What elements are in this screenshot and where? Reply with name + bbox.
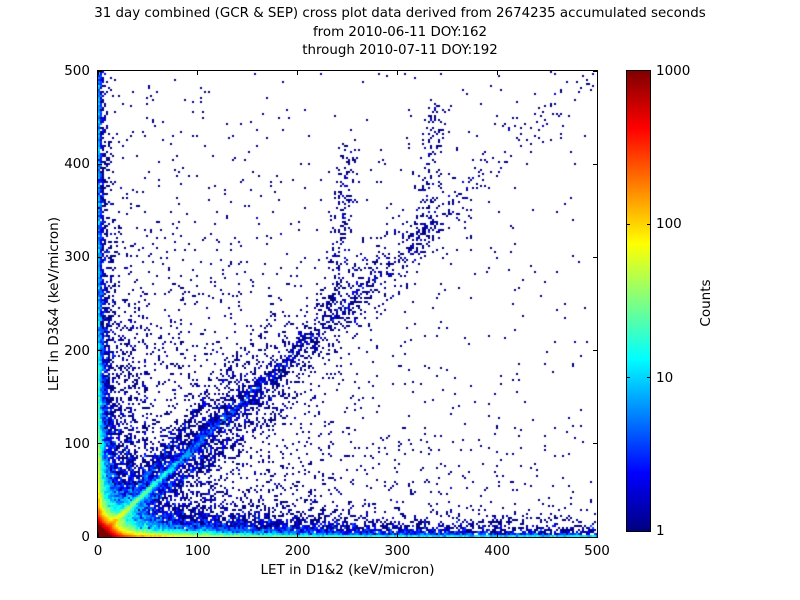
x-tick-mark-top bbox=[496, 71, 498, 75]
x-tick-mark bbox=[297, 533, 299, 537]
y-tick-label: 100 bbox=[64, 435, 90, 452]
x-tick-mark bbox=[596, 533, 598, 537]
colorbar-label: Counts bbox=[698, 279, 714, 327]
colorbar-tick-mark bbox=[627, 377, 630, 379]
y-tick-mark bbox=[98, 163, 102, 165]
x-tick-mark-top bbox=[596, 71, 598, 75]
colorbar-tick-mark bbox=[647, 377, 650, 379]
scatter-canvas bbox=[98, 71, 597, 537]
y-axis-label: LET in D3&4 (keV/micron) bbox=[46, 217, 62, 391]
colorbar-tick-label: 10 bbox=[656, 369, 674, 386]
colorbar-tick-mark bbox=[627, 223, 630, 225]
y-tick-label: 300 bbox=[64, 249, 90, 266]
colorbar bbox=[626, 70, 651, 532]
colorbar-gradient bbox=[627, 71, 650, 531]
x-tick-mark-top bbox=[197, 71, 199, 75]
plot-area bbox=[97, 70, 598, 538]
colorbar-tick-label: 1000 bbox=[656, 63, 691, 79]
x-axis-label: LET in D1&2 (keV/micron) bbox=[260, 562, 435, 578]
y-tick-mark bbox=[98, 443, 102, 445]
y-tick-mark-right bbox=[593, 443, 597, 445]
x-tick-mark bbox=[97, 533, 99, 537]
y-tick-mark-right bbox=[593, 256, 597, 258]
x-tick-label: 500 bbox=[584, 543, 610, 559]
x-tick-label: 0 bbox=[93, 543, 103, 559]
y-tick-label: 0 bbox=[81, 529, 90, 545]
y-tick-mark bbox=[98, 350, 102, 352]
x-tick-mark-top bbox=[297, 71, 299, 75]
y-tick-label: 200 bbox=[64, 342, 90, 359]
chart-title: 31 day combined (GCR & SEP) cross plot d… bbox=[0, 5, 800, 61]
title-line-3: through 2010-07-11 DOY:192 bbox=[302, 43, 498, 58]
x-tick-mark-top bbox=[396, 71, 398, 75]
y-tick-mark bbox=[98, 256, 102, 258]
y-tick-mark-right bbox=[593, 163, 597, 165]
x-tick-mark bbox=[396, 533, 398, 537]
y-tick-mark bbox=[98, 70, 102, 72]
x-tick-mark bbox=[197, 533, 199, 537]
colorbar-tick-label: 100 bbox=[656, 216, 682, 233]
x-tick-label: 100 bbox=[184, 543, 211, 559]
x-tick-label: 300 bbox=[384, 543, 411, 559]
y-tick-mark-right bbox=[593, 536, 597, 538]
x-tick-label: 400 bbox=[484, 543, 511, 559]
y-tick-mark bbox=[98, 536, 102, 538]
y-tick-label: 400 bbox=[64, 156, 90, 173]
y-tick-mark-right bbox=[593, 350, 597, 352]
colorbar-tick-mark bbox=[647, 223, 650, 225]
x-tick-label: 200 bbox=[284, 543, 311, 559]
colorbar-tick-label: 1 bbox=[656, 523, 665, 539]
title-line-1: 31 day combined (GCR & SEP) cross plot d… bbox=[94, 6, 706, 21]
y-tick-label: 500 bbox=[64, 63, 90, 79]
title-line-2: from 2010-06-11 DOY:162 bbox=[312, 24, 488, 40]
x-tick-mark bbox=[496, 533, 498, 537]
x-tick-mark-top bbox=[97, 71, 99, 75]
y-tick-mark-right bbox=[593, 70, 597, 72]
